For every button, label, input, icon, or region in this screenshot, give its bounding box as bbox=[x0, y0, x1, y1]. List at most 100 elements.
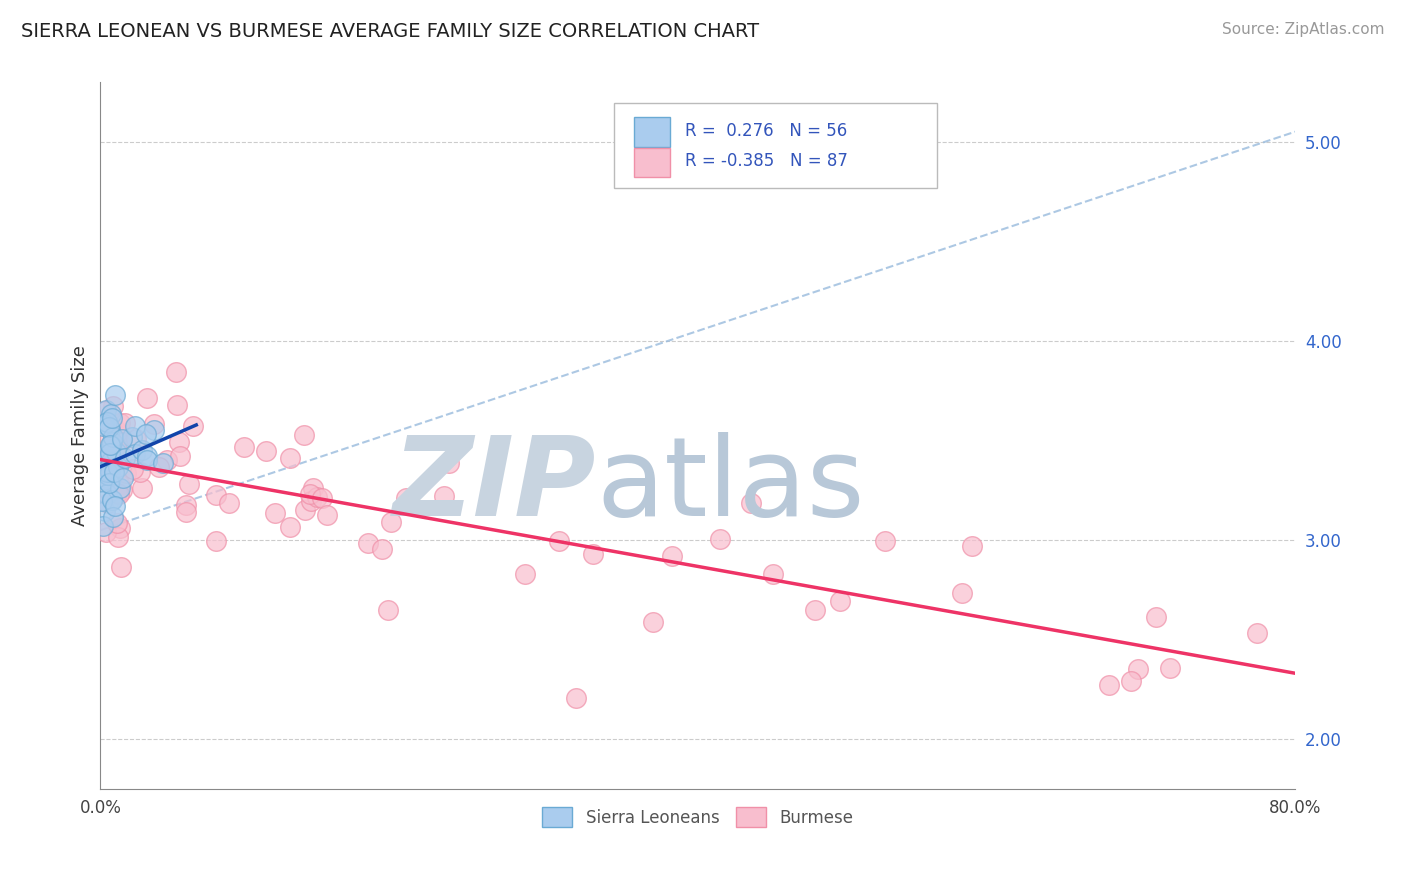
Point bbox=[828, 594, 851, 608]
Point bbox=[169, 449, 191, 463]
Point bbox=[278, 520, 301, 534]
Point bbox=[1128, 662, 1150, 676]
Point bbox=[298, 487, 321, 501]
Point bbox=[174, 505, 197, 519]
Point bbox=[94, 471, 117, 485]
Point bbox=[91, 450, 114, 464]
Point bbox=[582, 547, 605, 561]
Point bbox=[204, 488, 226, 502]
Point bbox=[740, 495, 762, 509]
Point bbox=[380, 516, 402, 530]
Point bbox=[107, 432, 129, 446]
FancyBboxPatch shape bbox=[614, 103, 936, 188]
Point bbox=[1144, 610, 1167, 624]
Point bbox=[111, 483, 134, 497]
Point bbox=[100, 493, 122, 508]
Point bbox=[98, 474, 121, 488]
Point bbox=[218, 496, 240, 510]
Point bbox=[1097, 678, 1119, 692]
Point bbox=[439, 456, 461, 470]
Text: SIERRA LEONEAN VS BURMESE AVERAGE FAMILY SIZE CORRELATION CHART: SIERRA LEONEAN VS BURMESE AVERAGE FAMILY… bbox=[21, 22, 759, 41]
Point bbox=[377, 603, 399, 617]
Point bbox=[100, 407, 122, 421]
Point bbox=[93, 417, 115, 431]
Point bbox=[131, 481, 153, 495]
Bar bbox=[634, 117, 671, 147]
Point bbox=[98, 476, 121, 491]
Point bbox=[174, 498, 197, 512]
Point bbox=[107, 459, 129, 474]
Point bbox=[264, 506, 287, 520]
Text: R = -0.385   N = 87: R = -0.385 N = 87 bbox=[685, 152, 848, 170]
Point bbox=[105, 440, 128, 454]
Point bbox=[96, 452, 118, 467]
Point bbox=[105, 485, 128, 500]
Point bbox=[129, 465, 152, 479]
Point bbox=[641, 615, 664, 629]
Point bbox=[100, 445, 122, 459]
Point bbox=[104, 426, 127, 441]
Text: R =  0.276   N = 56: R = 0.276 N = 56 bbox=[685, 121, 846, 140]
Point bbox=[101, 454, 124, 468]
Point bbox=[875, 534, 897, 549]
Point bbox=[762, 566, 785, 581]
Point bbox=[709, 532, 731, 546]
Point bbox=[91, 454, 114, 468]
Point bbox=[100, 454, 122, 468]
Point bbox=[100, 442, 122, 456]
Point bbox=[103, 444, 125, 458]
Point bbox=[108, 521, 131, 535]
Point bbox=[114, 416, 136, 430]
Legend: Sierra Leoneans, Burmese: Sierra Leoneans, Burmese bbox=[536, 800, 860, 834]
Point bbox=[357, 535, 380, 549]
Point bbox=[100, 438, 122, 452]
Point bbox=[181, 418, 204, 433]
Point bbox=[108, 478, 131, 492]
Point bbox=[960, 539, 983, 553]
Point bbox=[96, 445, 118, 459]
Point bbox=[97, 461, 120, 475]
Point bbox=[1121, 674, 1143, 689]
Text: ZIP: ZIP bbox=[392, 432, 596, 539]
Point bbox=[110, 559, 132, 574]
Point bbox=[94, 467, 117, 481]
Point bbox=[205, 533, 228, 548]
Point bbox=[97, 496, 120, 510]
Point bbox=[91, 494, 114, 508]
Point bbox=[101, 492, 124, 507]
Point bbox=[114, 450, 136, 465]
Point bbox=[103, 388, 125, 402]
Point bbox=[96, 464, 118, 478]
Point bbox=[1246, 626, 1268, 640]
Point bbox=[107, 530, 129, 544]
Point bbox=[131, 443, 153, 458]
Point bbox=[433, 489, 456, 503]
Text: atlas: atlas bbox=[596, 432, 865, 539]
Point bbox=[91, 471, 114, 485]
Point bbox=[371, 541, 394, 556]
Point bbox=[101, 411, 124, 425]
Point bbox=[167, 434, 190, 449]
Point bbox=[94, 464, 117, 478]
Point bbox=[125, 432, 148, 446]
Point bbox=[294, 428, 316, 442]
Point bbox=[104, 423, 127, 437]
Point bbox=[513, 566, 536, 581]
Point bbox=[152, 456, 174, 470]
Point bbox=[136, 391, 159, 405]
Point bbox=[107, 446, 129, 460]
Point bbox=[950, 586, 973, 600]
Point bbox=[565, 690, 588, 705]
Point bbox=[122, 462, 145, 476]
Point bbox=[96, 466, 118, 480]
Point bbox=[93, 504, 115, 518]
Point bbox=[143, 424, 166, 438]
Point bbox=[108, 417, 131, 431]
Point bbox=[94, 430, 117, 444]
Point bbox=[112, 471, 135, 485]
Point bbox=[156, 453, 179, 467]
Point bbox=[254, 443, 277, 458]
Point bbox=[111, 432, 134, 446]
Point bbox=[165, 365, 187, 379]
Point bbox=[278, 451, 301, 466]
